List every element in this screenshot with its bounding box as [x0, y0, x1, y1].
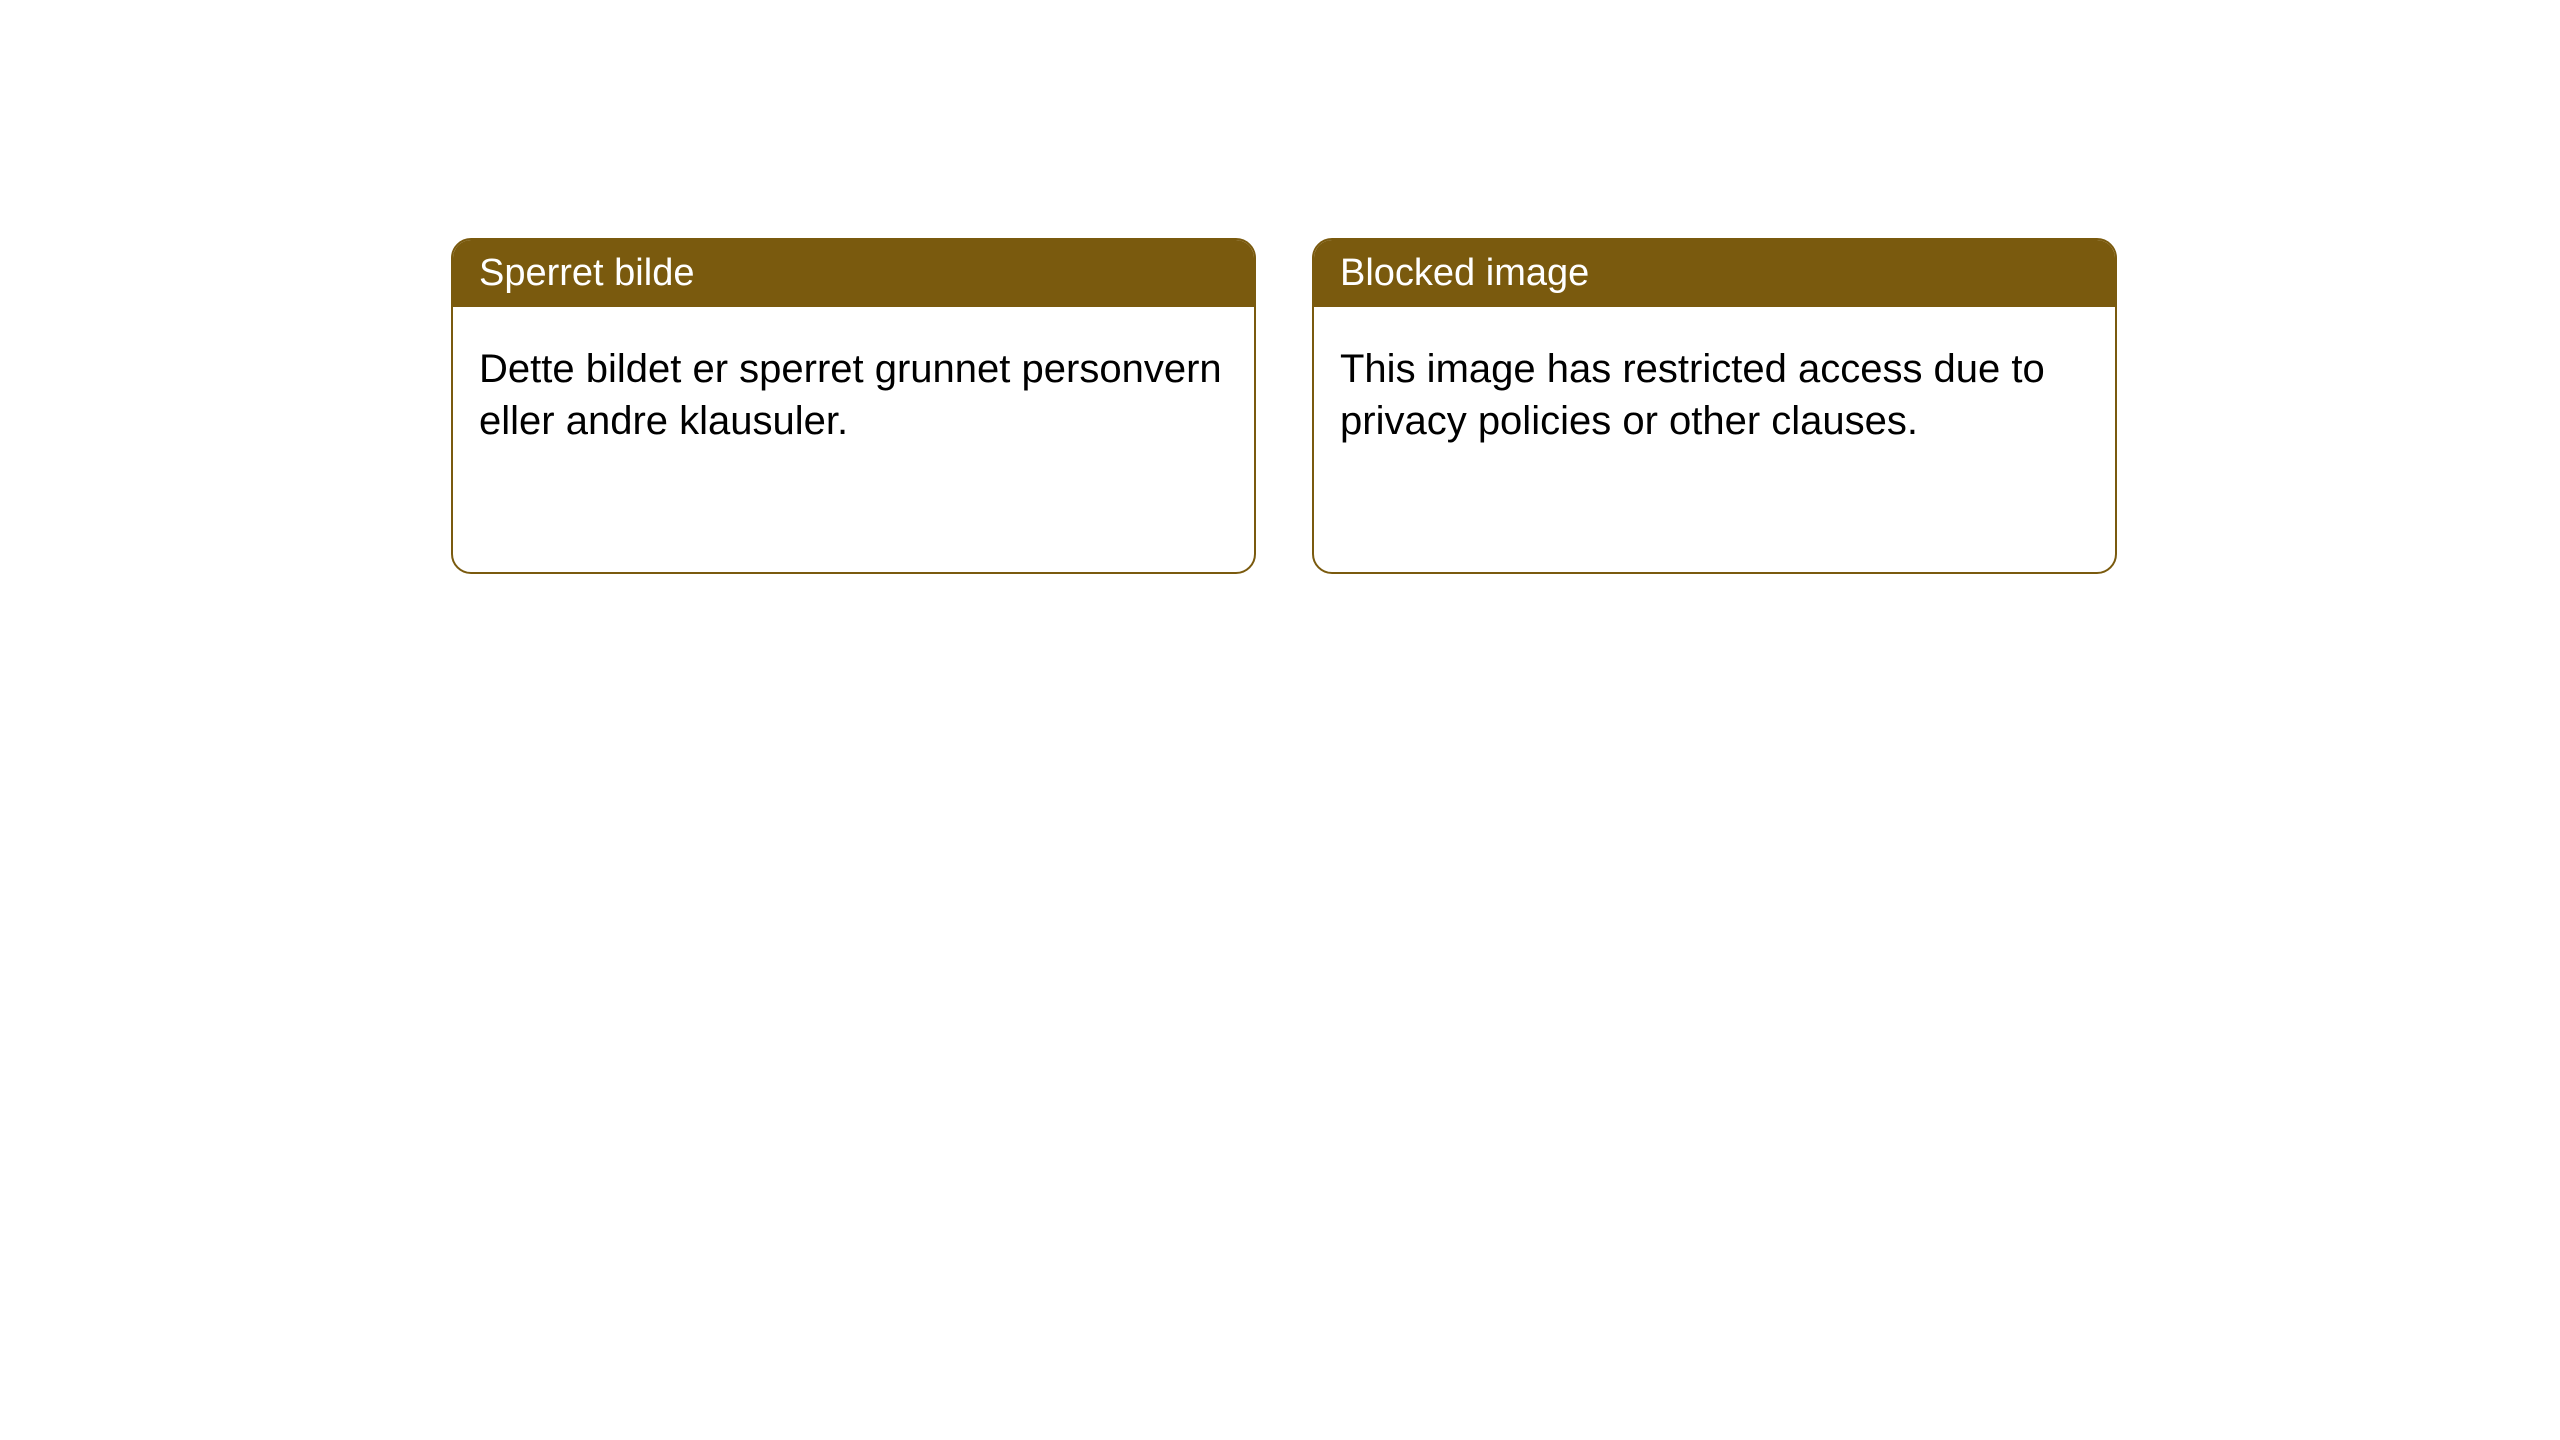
notice-card-header: Blocked image	[1314, 240, 2115, 307]
notice-cards-container: Sperret bilde Dette bildet er sperret gr…	[451, 238, 2117, 574]
notice-card-norwegian: Sperret bilde Dette bildet er sperret gr…	[451, 238, 1256, 574]
notice-card-header: Sperret bilde	[453, 240, 1254, 307]
notice-card-body: This image has restricted access due to …	[1314, 307, 2115, 483]
notice-card-english: Blocked image This image has restricted …	[1312, 238, 2117, 574]
notice-card-body: Dette bildet er sperret grunnet personve…	[453, 307, 1254, 483]
